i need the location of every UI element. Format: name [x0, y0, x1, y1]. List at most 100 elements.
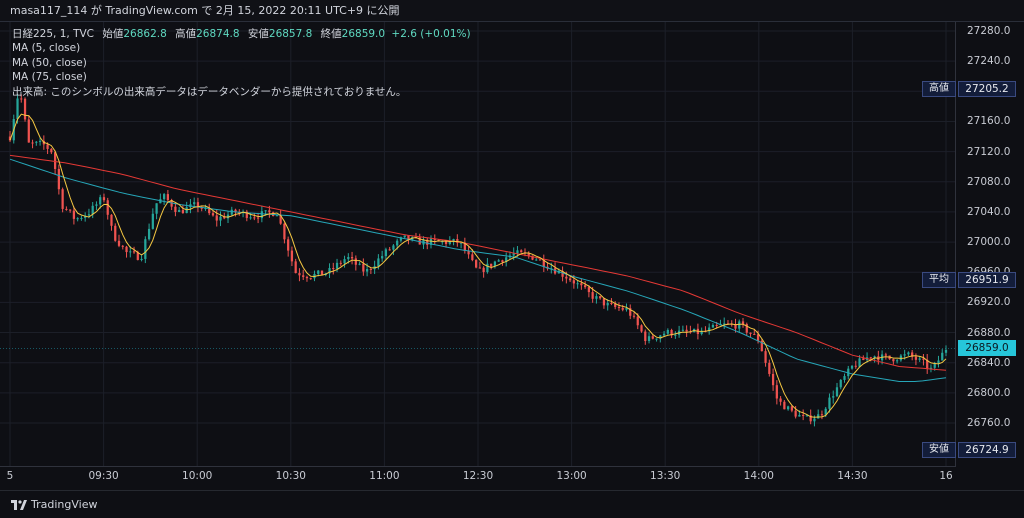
candle-body: [399, 237, 403, 241]
candle-body: [467, 251, 470, 255]
candle-body: [80, 217, 83, 219]
candle-body: [230, 209, 233, 215]
candle-body: [407, 235, 410, 241]
candle-body: [568, 278, 572, 281]
candle-body: [572, 280, 575, 284]
low-marker-label: 安値: [922, 442, 956, 458]
candle-body: [937, 360, 940, 363]
candle-body: [802, 414, 805, 416]
candle-body: [264, 210, 267, 212]
candle-body: [471, 254, 474, 261]
average-marker-label: 平均: [922, 272, 956, 288]
candle-body: [580, 283, 583, 286]
tradingview-brand[interactable]: TradingView: [11, 498, 97, 511]
candle-body: [685, 329, 688, 332]
candle-body: [929, 367, 933, 369]
candle-body: [339, 262, 342, 264]
candle-body: [8, 136, 12, 141]
candle-body: [493, 261, 497, 267]
candle-body: [132, 251, 136, 253]
candle-body: [347, 256, 350, 260]
candle-body: [317, 270, 320, 274]
candle-body: [741, 321, 745, 325]
candle-body: [343, 259, 346, 264]
candle-body: [102, 197, 106, 201]
candle-body: [632, 315, 636, 317]
candle-body: [459, 242, 463, 244]
candle-body: [193, 202, 196, 205]
candle-body: [542, 259, 545, 267]
candle-body: [478, 267, 482, 269]
candle-body: [31, 142, 34, 144]
candle-body: [809, 415, 812, 422]
candle-body: [215, 215, 218, 221]
candle-body: [561, 270, 564, 277]
candle-body: [926, 359, 929, 369]
candle-body: [862, 358, 865, 361]
candle-body: [53, 152, 57, 170]
candle-body: [790, 406, 794, 411]
candle-body: [629, 308, 632, 316]
candle-body: [666, 329, 669, 334]
candle-body: [873, 356, 876, 358]
legend-ma50[interactable]: MA (50, close): [12, 56, 87, 69]
candle-body: [279, 215, 282, 224]
candle-body: [535, 259, 538, 261]
candle-body: [358, 263, 361, 265]
candle-body: [283, 223, 286, 240]
candle-body: [35, 141, 38, 143]
candle-body: [429, 238, 433, 245]
candle-body: [610, 302, 613, 304]
candle-body: [753, 333, 756, 335]
candle-body: [764, 351, 767, 363]
candle-body: [72, 210, 76, 219]
current-price-tag: 26859.0: [958, 340, 1016, 356]
candle-body: [226, 214, 230, 219]
candle-body: [700, 330, 703, 334]
legend-ma5[interactable]: MA (5, close): [12, 42, 81, 55]
candle-body: [813, 418, 816, 422]
candle-body: [384, 249, 388, 257]
candle-body: [219, 216, 222, 221]
candle-body: [196, 202, 200, 207]
price-tick-label: 27240.0: [967, 55, 1011, 68]
legend-symbol: 日経225, 1, TVC: [12, 28, 95, 40]
candle-body: [294, 261, 297, 274]
candle-body: [858, 358, 861, 367]
candle-body: [117, 240, 121, 246]
candle-body: [223, 216, 226, 219]
price-axis[interactable]: [955, 22, 1024, 467]
candle-body: [309, 278, 312, 280]
candle-body: [531, 255, 534, 260]
candle-body: [839, 379, 842, 388]
candle-body: [396, 240, 399, 246]
candle-body: [328, 268, 331, 274]
candle-body: [640, 325, 643, 332]
ma75-line: [9, 158, 947, 382]
candle-body: [332, 268, 335, 270]
candle-body: [760, 340, 763, 352]
candle-body: [903, 354, 906, 356]
candle-body: [369, 268, 372, 270]
candle-body: [204, 208, 207, 210]
legend-close-value: 26859.0: [341, 28, 386, 40]
candle-body: [365, 268, 369, 272]
candle-body: [843, 376, 846, 380]
candle-body: [505, 257, 508, 263]
ma50-line: [9, 154, 947, 371]
legend-high-value: 26874.8: [196, 28, 240, 40]
legend-ma75[interactable]: MA (75, close): [12, 71, 87, 84]
candle-body: [922, 358, 925, 360]
candle-body: [125, 246, 128, 253]
time-tick-label: 14:30: [837, 470, 868, 482]
candle-body: [745, 324, 748, 333]
candle-body: [144, 239, 147, 259]
candle-body: [444, 241, 448, 244]
candle-body: [820, 414, 824, 416]
candle-body: [625, 308, 628, 310]
time-tick-label: 14:00: [743, 470, 774, 482]
candle-body: [520, 250, 523, 253]
candle-body: [441, 241, 444, 243]
candle-body: [129, 251, 132, 253]
